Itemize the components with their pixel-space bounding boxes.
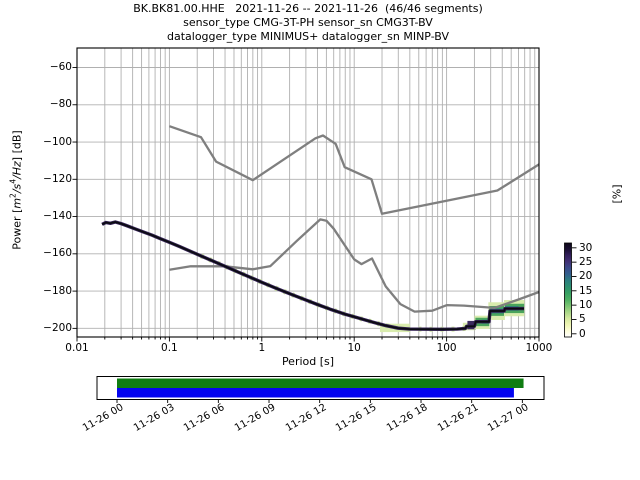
x-tick-label: 10 xyxy=(347,342,361,354)
coverage-green-segment xyxy=(117,378,524,388)
x-tick-label: 1 xyxy=(258,342,266,354)
colorbar-tick-label: 5 xyxy=(579,313,586,326)
colorbar-tick-label: 10 xyxy=(579,299,593,312)
noise-model-curves xyxy=(169,125,540,313)
axis-ticks xyxy=(72,67,540,342)
colorbar-gradient xyxy=(564,242,572,338)
x-tick-label: 0.01 xyxy=(65,342,89,354)
y-tick-label: −200 xyxy=(43,321,72,334)
colorbar-tick-label: 25 xyxy=(579,256,593,269)
y-axis-label-part: 2 xyxy=(8,193,18,198)
plot-title-line2: sensor_type CMG-3T-PH sensor_sn CMG3T-BV xyxy=(183,16,433,29)
colorbar-tick-label: 15 xyxy=(579,284,593,297)
colorbar-tick-label: 30 xyxy=(579,241,593,254)
y-tick-label: −160 xyxy=(43,247,72,260)
y-tick-label: −140 xyxy=(43,210,72,223)
colorbar-tick-label: 0 xyxy=(579,327,586,340)
x-tick-label: 0.1 xyxy=(161,342,178,354)
y-tick-label: −120 xyxy=(43,172,72,185)
y-tick-label: −80 xyxy=(49,98,72,111)
coverage-bar xyxy=(96,376,545,403)
y-axis-label-part: /Hz xyxy=(10,161,24,179)
colorbar-label: [%] xyxy=(610,184,624,204)
y-tick-label: −60 xyxy=(49,61,72,73)
y-axis-label-part: ] [dB] xyxy=(10,130,24,162)
y-tick-label: −180 xyxy=(43,284,72,297)
y-axis-label: Power [m2/s4/Hz] [dB] xyxy=(9,130,24,249)
x-axis-label: Period [s] xyxy=(281,355,335,368)
colorbar-tick-label: 20 xyxy=(579,270,593,283)
nlnm-curve xyxy=(169,218,540,313)
y-axis-label-part: 4 xyxy=(8,178,18,184)
x-tick-label: 100 xyxy=(436,342,457,354)
colorbar xyxy=(564,242,577,338)
nhnm-curve xyxy=(169,125,540,215)
plot-frame xyxy=(76,47,540,338)
y-axis-label-part: m xyxy=(10,197,24,209)
psd-mode-curve xyxy=(101,220,524,331)
plot-title-line1: BK.BK81.00.HHE 2021-11-26 -- 2021-11-26 … xyxy=(133,2,483,15)
plot-title-line3: datalogger_type MINIMUS+ datalogger_sn M… xyxy=(166,30,449,43)
x-tick-label: 1000 xyxy=(525,342,553,354)
y-axis-label-part: /s xyxy=(10,183,24,194)
y-axis-label-part: Power [ xyxy=(10,208,24,250)
y-tick-label: −100 xyxy=(43,135,72,148)
gridlines xyxy=(76,48,540,337)
coverage-blue-segment xyxy=(117,388,514,398)
